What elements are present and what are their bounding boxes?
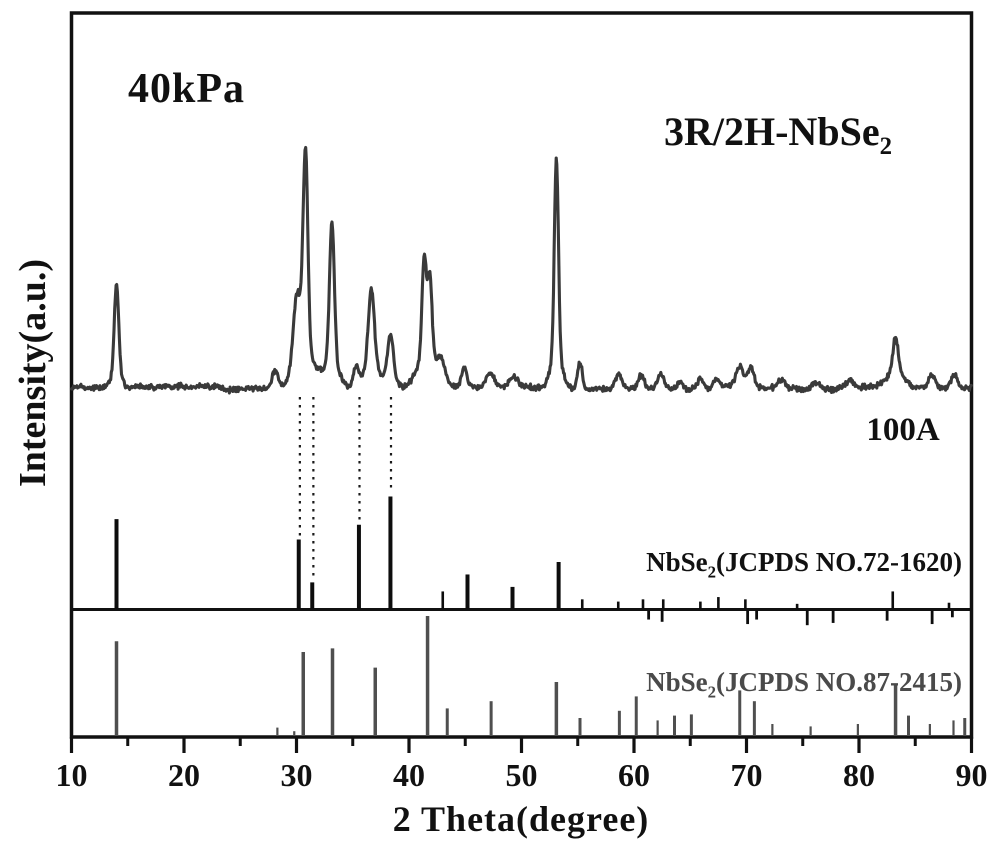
y-axis-title: Intensity(a.u.) — [12, 258, 54, 488]
jcpds-72-1620-label: NbSe2(JCPDS NO.72-1620) — [646, 547, 962, 581]
x-tick-label: 60 — [618, 757, 650, 793]
x-axis-title: 2 Theta(degree) — [392, 799, 650, 839]
sample-annotation: 100A — [866, 412, 940, 448]
x-tick-label: 50 — [505, 757, 538, 793]
x-tick-label: 70 — [730, 757, 763, 793]
x-tick-label: 80 — [843, 757, 875, 793]
jcpds-87-2415-subscript: 2 — [707, 682, 717, 702]
jcpds-87-2415-number: (JCPDS NO.87-2415) — [716, 667, 962, 697]
x-tick-label: 90 — [955, 757, 988, 793]
xrd-trace — [69, 145, 973, 395]
jcpds-87-2415-label: NbSe2(JCPDS NO.87-2415) — [646, 667, 962, 701]
phase-annotation: 3R/2H-NbSe2 — [664, 109, 892, 159]
jcpds-72-1620-subscript: 2 — [707, 562, 717, 582]
x-tick-label: 20 — [168, 757, 200, 793]
jcpds-72-1620-number: (JCPDS NO.72-1620) — [716, 547, 962, 577]
x-tick-label: 30 — [280, 757, 313, 793]
jcpds-87-2415-formula: NbSe — [646, 667, 708, 697]
jcpds-72-1620-formula: NbSe — [646, 547, 708, 577]
x-tick-label: 40 — [393, 757, 425, 793]
phase-annotation-text: 3R/2H-NbSe — [664, 109, 880, 154]
phase-annotation-subscript: 2 — [879, 133, 892, 160]
x-tick-label: 10 — [55, 757, 88, 793]
pressure-annotation: 40kPa — [128, 66, 246, 112]
